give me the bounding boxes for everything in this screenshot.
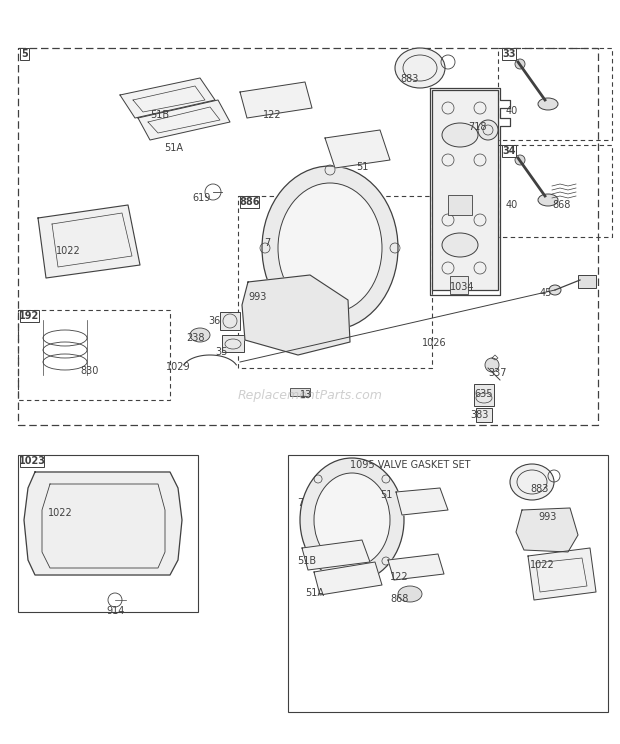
Polygon shape bbox=[242, 275, 350, 355]
Text: 868: 868 bbox=[390, 594, 409, 604]
Ellipse shape bbox=[549, 285, 561, 295]
Ellipse shape bbox=[533, 516, 561, 544]
Text: 1022: 1022 bbox=[48, 508, 73, 518]
Ellipse shape bbox=[257, 294, 293, 330]
Text: 337: 337 bbox=[488, 368, 507, 378]
Bar bbox=[502, 48, 516, 60]
Polygon shape bbox=[24, 472, 182, 575]
Text: 35: 35 bbox=[215, 347, 228, 357]
Text: 993: 993 bbox=[538, 512, 556, 522]
Ellipse shape bbox=[314, 473, 390, 567]
Text: 51B: 51B bbox=[150, 110, 169, 120]
Ellipse shape bbox=[538, 98, 558, 110]
Bar bbox=[18, 455, 198, 612]
Bar bbox=[222, 335, 244, 352]
Ellipse shape bbox=[395, 48, 445, 88]
Text: 1095 VALVE GASKET SET: 1095 VALVE GASKET SET bbox=[350, 460, 471, 470]
Ellipse shape bbox=[510, 464, 554, 500]
Ellipse shape bbox=[515, 59, 525, 69]
Text: 51A: 51A bbox=[164, 143, 183, 153]
Text: ReplacementParts.com: ReplacementParts.com bbox=[237, 388, 383, 402]
Bar bbox=[20, 455, 44, 467]
Text: 635: 635 bbox=[474, 389, 492, 399]
Polygon shape bbox=[38, 205, 140, 278]
Ellipse shape bbox=[262, 166, 398, 330]
Bar bbox=[498, 145, 612, 237]
Text: 238: 238 bbox=[186, 333, 205, 343]
Ellipse shape bbox=[303, 301, 333, 331]
Polygon shape bbox=[240, 82, 312, 118]
Text: 1029: 1029 bbox=[166, 362, 190, 372]
Bar bbox=[476, 408, 492, 422]
Text: 993: 993 bbox=[248, 292, 267, 302]
Bar bbox=[290, 388, 310, 396]
Text: 36: 36 bbox=[208, 316, 220, 326]
Polygon shape bbox=[314, 562, 382, 595]
Polygon shape bbox=[388, 554, 444, 580]
Bar bbox=[502, 145, 516, 157]
Text: 51: 51 bbox=[356, 162, 368, 172]
Text: 13: 13 bbox=[300, 390, 312, 400]
Text: 192: 192 bbox=[19, 311, 40, 321]
Bar bbox=[474, 384, 494, 406]
Bar bbox=[240, 196, 259, 208]
Text: 7: 7 bbox=[264, 238, 270, 248]
Text: 122: 122 bbox=[263, 110, 281, 120]
Text: 122: 122 bbox=[390, 572, 409, 582]
Bar bbox=[20, 310, 39, 322]
Text: 7: 7 bbox=[297, 498, 303, 508]
Text: 51: 51 bbox=[380, 490, 392, 500]
Text: 51B: 51B bbox=[297, 556, 316, 566]
Text: 33: 33 bbox=[502, 49, 516, 59]
Bar bbox=[448, 195, 472, 215]
Ellipse shape bbox=[398, 586, 422, 602]
Text: 383: 383 bbox=[470, 410, 489, 420]
Text: 34: 34 bbox=[502, 146, 516, 156]
Ellipse shape bbox=[485, 358, 499, 372]
Bar bbox=[18, 48, 598, 425]
Text: 1026: 1026 bbox=[422, 338, 446, 348]
Text: 5: 5 bbox=[21, 49, 28, 59]
Text: 619: 619 bbox=[192, 193, 210, 203]
Bar bbox=[432, 90, 498, 290]
Polygon shape bbox=[302, 540, 370, 570]
Bar bbox=[220, 312, 240, 330]
Ellipse shape bbox=[278, 183, 382, 313]
Bar bbox=[18, 310, 170, 400]
Polygon shape bbox=[138, 100, 230, 140]
Polygon shape bbox=[396, 488, 448, 515]
Text: 1022: 1022 bbox=[56, 246, 81, 256]
Bar bbox=[288, 455, 608, 712]
Polygon shape bbox=[120, 78, 215, 118]
Ellipse shape bbox=[190, 328, 210, 342]
Text: 718: 718 bbox=[468, 122, 487, 132]
Bar bbox=[450, 276, 468, 294]
Text: 1023: 1023 bbox=[19, 456, 45, 466]
Bar bbox=[20, 48, 29, 60]
Polygon shape bbox=[516, 508, 578, 552]
Polygon shape bbox=[325, 130, 390, 168]
Text: 51A: 51A bbox=[305, 588, 324, 598]
Ellipse shape bbox=[442, 233, 478, 257]
Text: 830: 830 bbox=[80, 366, 99, 376]
Text: 883: 883 bbox=[400, 74, 419, 84]
Bar bbox=[578, 275, 596, 288]
Text: 1022: 1022 bbox=[530, 560, 555, 570]
Text: 886: 886 bbox=[239, 197, 260, 207]
Ellipse shape bbox=[478, 120, 498, 140]
Text: 45: 45 bbox=[540, 288, 552, 298]
Ellipse shape bbox=[300, 458, 404, 582]
Text: 40: 40 bbox=[506, 106, 518, 116]
Text: 868: 868 bbox=[552, 200, 570, 210]
Ellipse shape bbox=[442, 123, 478, 147]
Text: 40: 40 bbox=[506, 200, 518, 210]
Text: 914: 914 bbox=[106, 606, 125, 616]
Bar bbox=[498, 48, 612, 140]
Text: 1034: 1034 bbox=[450, 282, 474, 292]
Polygon shape bbox=[528, 548, 596, 600]
Bar bbox=[238, 196, 432, 368]
Ellipse shape bbox=[515, 155, 525, 165]
Ellipse shape bbox=[538, 194, 558, 206]
Text: 883: 883 bbox=[530, 484, 548, 494]
